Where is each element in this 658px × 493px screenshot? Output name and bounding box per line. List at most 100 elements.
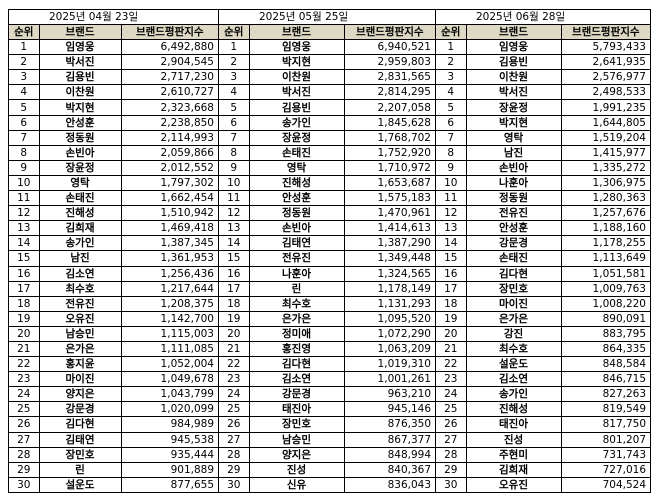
score-cell: 704,524 bbox=[560, 476, 650, 492]
score-cell: 1,797,302 bbox=[120, 174, 218, 192]
brand-cell: 태진아 bbox=[248, 401, 345, 418]
rank-cell: 2 bbox=[9, 54, 40, 71]
brand-cell: 강문경 bbox=[248, 386, 345, 403]
table-date: 2025년 04월 23일 bbox=[9, 10, 218, 25]
score-cell: 1,752,920 bbox=[343, 144, 435, 161]
brand-cell: 나훈아 bbox=[248, 265, 345, 282]
score-cell: 1,335,272 bbox=[560, 159, 650, 176]
brand-cell: 김다현 bbox=[465, 265, 562, 282]
rank-cell: 25 bbox=[436, 401, 467, 418]
rank-cell: 26 bbox=[436, 416, 467, 433]
table-row: 20 정미애 1,072,290 bbox=[219, 325, 435, 342]
brand-cell: 진성 bbox=[465, 431, 562, 448]
rank-cell: 19 bbox=[9, 310, 40, 327]
table-row: 9 영탁 1,710,972 bbox=[219, 159, 435, 176]
rank-cell: 18 bbox=[436, 295, 467, 312]
rank-cell: 28 bbox=[219, 446, 250, 463]
column-header-rank: 순위 bbox=[219, 25, 250, 41]
rank-cell: 25 bbox=[9, 401, 40, 418]
rank-cell: 29 bbox=[9, 461, 40, 478]
column-header-brand: 브랜드 bbox=[248, 25, 345, 41]
rank-cell: 8 bbox=[436, 144, 467, 161]
brand-cell: 임영웅 bbox=[38, 39, 122, 56]
rank-cell: 7 bbox=[9, 129, 40, 146]
table-row: 13 김희재 1,469,418 bbox=[9, 220, 218, 237]
score-cell: 1,510,942 bbox=[120, 205, 218, 222]
rank-cell: 1 bbox=[436, 39, 467, 56]
rank-cell: 17 bbox=[436, 280, 467, 297]
column-header-rank: 순위 bbox=[436, 25, 467, 41]
brand-cell: 최수호 bbox=[38, 280, 122, 297]
table-row: 10 영탁 1,797,302 bbox=[9, 174, 218, 192]
brand-cell: 김태연 bbox=[248, 235, 345, 252]
table-row: 8 손태진 1,752,920 bbox=[219, 144, 435, 161]
rank-cell: 14 bbox=[9, 235, 40, 252]
table-row: 5 박지현 2,323,668 bbox=[9, 99, 218, 116]
brand-cell: 장민호 bbox=[465, 280, 562, 297]
brand-cell: 강문경 bbox=[38, 401, 122, 418]
column-header-brand: 브랜드 bbox=[465, 25, 562, 41]
brand-cell: 태진아 bbox=[465, 416, 562, 433]
table-row: 28 장민호 935,444 bbox=[9, 446, 218, 463]
rank-cell: 3 bbox=[436, 69, 467, 86]
table-row: 26 태진아 817,750 bbox=[436, 416, 650, 433]
rank-cell: 29 bbox=[219, 461, 250, 478]
score-cell: 1,111,085 bbox=[120, 340, 218, 358]
score-cell: 1,414,613 bbox=[343, 220, 435, 237]
score-cell: 945,146 bbox=[343, 401, 435, 418]
table-row: 17 최수호 1,217,644 bbox=[9, 280, 218, 297]
column-header-score: 브랜드평판지수 bbox=[560, 25, 650, 41]
brand-cell: 장민호 bbox=[248, 416, 345, 433]
score-cell: 848,994 bbox=[343, 446, 435, 463]
brand-cell: 은가은 bbox=[465, 310, 562, 327]
table-row: 29 진성 840,367 bbox=[219, 461, 435, 478]
rank-cell: 15 bbox=[436, 250, 467, 267]
rank-cell: 23 bbox=[9, 371, 40, 388]
brand-cell: 박서진 bbox=[465, 84, 562, 101]
score-cell: 867,377 bbox=[343, 431, 435, 448]
brand-cell: 진해성 bbox=[465, 401, 562, 418]
table-row: 15 손태진 1,113,649 bbox=[436, 250, 650, 267]
score-cell: 1,142,700 bbox=[120, 310, 218, 327]
table-row: 28 양지은 848,994 bbox=[219, 446, 435, 463]
score-cell: 935,444 bbox=[120, 446, 218, 463]
table-row: 14 강문경 1,178,255 bbox=[436, 235, 650, 252]
brand-cell: 신유 bbox=[248, 476, 345, 492]
table-row: 21 최수호 864,335 bbox=[436, 340, 650, 358]
table-row: 22 홍지윤 1,052,004 bbox=[9, 356, 218, 373]
score-cell: 1,131,293 bbox=[343, 295, 435, 312]
rank-cell: 18 bbox=[219, 295, 250, 312]
brand-cell: 박서진 bbox=[248, 84, 345, 101]
table-row: 1 임영웅 6,492,880 bbox=[9, 39, 218, 56]
rank-cell: 6 bbox=[436, 114, 467, 131]
rank-cell: 1 bbox=[9, 39, 40, 56]
table-row: 1 임영웅 5,793,433 bbox=[436, 39, 650, 56]
table-date: 2025년 05월 25일 bbox=[219, 10, 435, 25]
table-row: 8 손빈아 2,059,866 bbox=[9, 144, 218, 161]
brand-cell: 손빈아 bbox=[465, 159, 562, 176]
score-cell: 2,059,866 bbox=[120, 144, 218, 161]
table-row: 18 마이진 1,008,220 bbox=[436, 295, 650, 312]
rank-cell: 11 bbox=[219, 190, 250, 207]
brand-cell: 오유진 bbox=[38, 310, 122, 327]
rank-cell: 30 bbox=[219, 476, 250, 492]
table-row: 29 린 901,889 bbox=[9, 461, 218, 478]
table-row: 26 장민호 876,350 bbox=[219, 416, 435, 433]
rank-cell: 16 bbox=[436, 265, 467, 282]
table-row: 30 신유 836,043 bbox=[219, 476, 435, 492]
rank-cell: 8 bbox=[9, 144, 40, 161]
brand-cell: 이찬원 bbox=[38, 84, 122, 101]
score-cell: 1,208,375 bbox=[120, 295, 218, 312]
table-row: 7 정동원 2,114,993 bbox=[9, 129, 218, 146]
rank-cell: 3 bbox=[219, 69, 250, 86]
table-row: 11 안성훈 1,575,183 bbox=[219, 190, 435, 207]
rank-cell: 6 bbox=[219, 114, 250, 131]
table-row: 24 강문경 963,210 bbox=[219, 386, 435, 403]
brand-cell: 임영웅 bbox=[465, 39, 562, 56]
brand-cell: 오유진 bbox=[465, 476, 562, 492]
score-cell: 1,324,565 bbox=[343, 265, 435, 282]
score-cell: 2,610,727 bbox=[120, 84, 218, 101]
table-date: 2025년 06월 28일 bbox=[436, 10, 650, 25]
rank-cell: 16 bbox=[219, 265, 250, 282]
score-cell: 1,063,209 bbox=[343, 340, 435, 358]
